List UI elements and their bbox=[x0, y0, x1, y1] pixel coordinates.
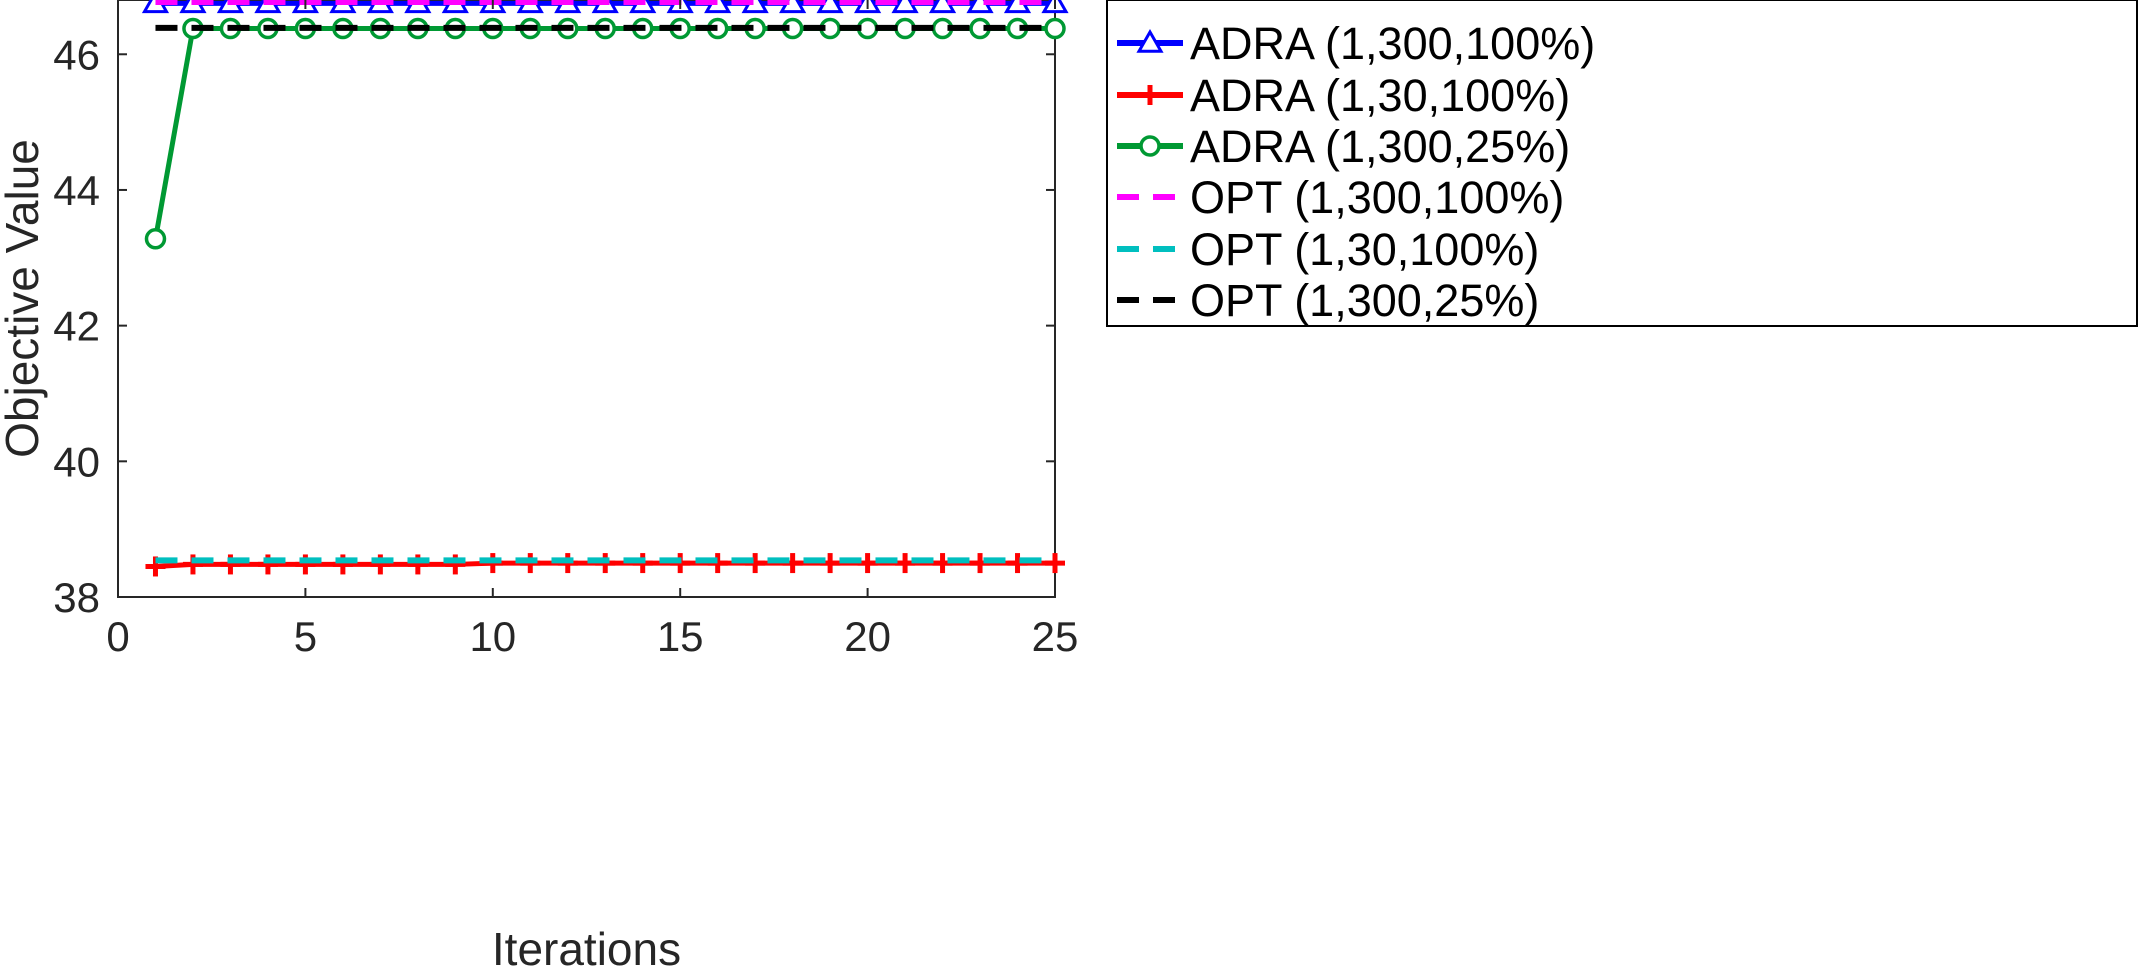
legend-label: OPT (1,30,100%) bbox=[1190, 224, 1539, 275]
legend-entries: ADRA (1,300,100%)ADRA (1,30,100%)ADRA (1… bbox=[1117, 18, 1595, 326]
data-point-triangle bbox=[1136, 28, 1164, 53]
legend-entry: OPT (1,300,25%) bbox=[1117, 275, 1539, 326]
data-point-circle bbox=[1044, 17, 1066, 40]
x-tick-label: 10 bbox=[469, 613, 516, 660]
y-axis-ticks: 38 40 42 44 46 bbox=[53, 31, 1055, 621]
y-tick-label: 46 bbox=[53, 31, 100, 78]
data-point-plus bbox=[1045, 553, 1065, 574]
legend-box bbox=[1106, 0, 2138, 327]
legend-label: ADRA (1,300,100%) bbox=[1190, 18, 1595, 69]
data-point-triangle bbox=[891, 0, 919, 14]
legend-entry: ADRA (1,30,100%) bbox=[1117, 70, 1570, 121]
data-point-plus bbox=[1140, 85, 1160, 105]
x-tick-label: 20 bbox=[844, 613, 891, 660]
data-point-circle bbox=[1139, 135, 1161, 157]
legend-label: ADRA (1,300,25%) bbox=[1190, 121, 1570, 172]
legend-entry: ADRA (1,300,100%) bbox=[1117, 18, 1595, 69]
legend-entry: OPT (1,300,100%) bbox=[1117, 172, 1564, 223]
x-tick-label: 25 bbox=[1032, 613, 1079, 660]
legend-label: OPT (1,300,100%) bbox=[1190, 172, 1564, 223]
x-tick-label: 5 bbox=[294, 613, 317, 660]
x-tick-label: 0 bbox=[106, 613, 129, 660]
legend: ADRA (1,300,100%)ADRA (1,30,100%)ADRA (1… bbox=[1106, 0, 2138, 327]
y-tick-label: 44 bbox=[53, 167, 100, 214]
legend-label: OPT (1,300,25%) bbox=[1190, 275, 1539, 326]
y-tick-label: 40 bbox=[53, 438, 100, 485]
x-tick-label: 15 bbox=[657, 613, 704, 660]
y-axis-label: Objective Value bbox=[0, 139, 48, 458]
legend-label: ADRA (1,30,100%) bbox=[1190, 70, 1570, 121]
data-point-circle bbox=[894, 17, 916, 40]
legend-entry: OPT (1,30,100%) bbox=[1117, 224, 1539, 275]
x-axis-label: Iterations bbox=[492, 923, 681, 975]
y-tick-label: 38 bbox=[53, 574, 100, 621]
data-point-circle bbox=[144, 228, 167, 250]
plot-area bbox=[117, 0, 1056, 598]
legend-entry: ADRA (1,300,25%) bbox=[1117, 121, 1570, 172]
x-axis-ticks: 0 5 10 15 20 25 bbox=[106, 0, 1078, 660]
y-tick-label: 42 bbox=[53, 303, 100, 350]
